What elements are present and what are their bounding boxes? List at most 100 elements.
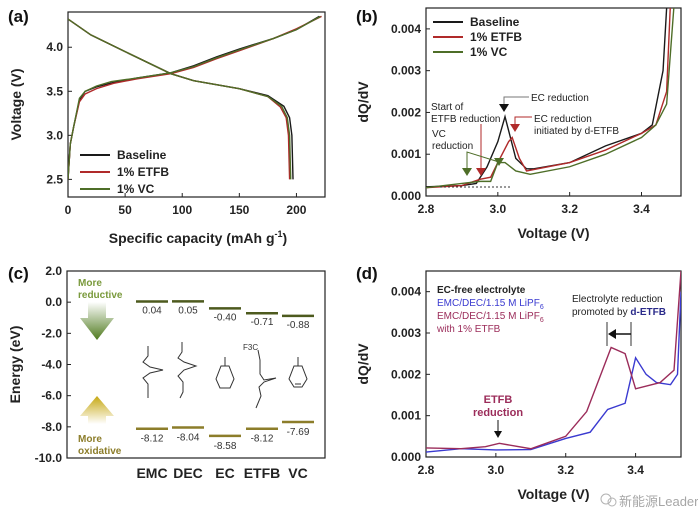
x-tick-label: 3.4 (633, 202, 650, 216)
y-tick-label: 0.004 (391, 22, 421, 36)
category-label-etfb: ETFB (244, 465, 281, 481)
series-line-baseline (426, 8, 668, 188)
x-tick-label: 0 (65, 203, 72, 217)
legend-title-d: EC-free electrolyte (437, 285, 526, 296)
x-tick-label: 3.2 (557, 463, 574, 477)
annotation-reduction: reduction (432, 141, 473, 152)
y-tick-label: 0.003 (391, 326, 421, 340)
x-tick-label: 2.8 (418, 202, 435, 216)
series-line-1-vc (426, 8, 675, 189)
chart-d: 0.000 0.001 0.002 0.003 0.004 2.8 3.0 3.2 3.4 dQ/… (355, 270, 682, 502)
legend-item-with-etfb: with 1% ETFB (436, 324, 501, 335)
annotation-promoted-by: promoted by d-ETFB (572, 307, 666, 318)
wechat-icon (600, 493, 612, 505)
x-axis-label: Voltage (V) (517, 486, 589, 502)
f3c-label: F3C (243, 343, 258, 352)
y-axis-label: dQ/dV (355, 81, 371, 123)
y-tick-label: 2.5 (46, 172, 63, 186)
molecule-etfb (255, 349, 277, 409)
molecule-vc (288, 365, 308, 388)
molecule-dec (177, 342, 198, 399)
y-axis-label: dQ/dV (355, 343, 371, 385)
triangle-marker-green (462, 168, 472, 176)
y-tick-label: -6.0 (41, 389, 62, 403)
panel-label-b: (b) (356, 7, 378, 26)
legend-item-emc-dec: EMC/DEC/1.15 M LiPF6 (437, 298, 544, 311)
y-tick-label: 0.004 (391, 285, 421, 299)
annotation-etfb: ETFB (484, 394, 513, 406)
legend-label: Baseline (117, 148, 167, 162)
x-tick-label: 2.8 (418, 463, 435, 477)
series-line-1-vc (68, 15, 321, 180)
y-tick-label: 0.002 (391, 367, 421, 381)
y-tick-label: 0.001 (391, 409, 421, 423)
x-axis-label: Voltage (V) (517, 225, 589, 241)
xlabel-a: Specific capacity (mAh g-1) (109, 229, 287, 246)
label-more-oxidative-2: oxidative (78, 446, 122, 457)
leader-line (503, 96, 529, 104)
annotations-d: EC-free electrolyte EMC/DEC/1.15 M LiPF6… (436, 285, 666, 438)
annotation-etfb-reduction: ETFB reduction (431, 114, 500, 125)
x-tick-label: 100 (172, 203, 192, 217)
label-more-oxidative-1: More (78, 434, 102, 445)
series-line-emc-dec-1-15-m-lipf6-with-1-etfb (426, 271, 681, 450)
annotation-vc: VC (432, 129, 446, 140)
lumo-value-label: -0.40 (214, 312, 237, 323)
annotation-start-of: Start of (431, 102, 463, 113)
legend-label: Baseline (470, 15, 520, 29)
panel-label-a: (a) (8, 7, 29, 26)
annotation-reduction-d: reduction (473, 407, 523, 419)
legend-item-emc-dec-etfb: EMC/DEC/1.15 M LiPF6 (437, 311, 544, 324)
lumo-value-label: 0.04 (142, 306, 162, 317)
y-tick-label: 0.002 (391, 105, 421, 119)
triangle-marker-red (510, 124, 520, 132)
y-tick-label: 3.0 (46, 128, 63, 142)
y-tick-label: -8.0 (41, 420, 62, 434)
molecule-emc (142, 346, 164, 398)
chart-c: -10.0 -8.0 -6.0 -4.0 -2.0 0.0 2.0 Energy (eV) 0.… (7, 264, 326, 481)
y-tick-label: 0.003 (391, 64, 421, 78)
homo-value-label: -8.12 (141, 434, 164, 445)
y-tick-label: 4.0 (46, 40, 63, 54)
triangle-marker-green (494, 158, 504, 166)
lumo-value-label: -0.71 (251, 317, 274, 328)
arrow-down-icon (494, 431, 502, 438)
x-tick-label: 3.2 (561, 202, 578, 216)
lumo-value-label: -0.88 (287, 320, 310, 331)
homo-value-label: -8.04 (177, 432, 200, 443)
x-tick-label: 200 (286, 203, 306, 217)
triangle-marker-black (499, 104, 509, 112)
lumo-value-label: 0.05 (178, 305, 198, 316)
y-tick-label: -10.0 (35, 451, 63, 465)
annotations-c: More reductive More oxidative F3C (78, 278, 308, 457)
category-label-vc: VC (288, 465, 307, 481)
legend-label: 1% VC (470, 45, 508, 59)
homo-value-label: -8.58 (214, 441, 237, 452)
panel-label-c: (c) (8, 264, 29, 283)
label-more-reductive-2: reductive (78, 290, 123, 301)
category-label-dec: DEC (173, 465, 203, 481)
plot-frame (425, 270, 682, 458)
molecule-structures (142, 342, 308, 409)
legend-label: 1% ETFB (117, 165, 169, 179)
y-axis-label: Energy (eV) (7, 326, 23, 404)
triangle-marker-red (476, 168, 486, 176)
annotation-initiated-by: initiated by d-ETFB (534, 126, 619, 137)
x-tick-label: 50 (118, 203, 132, 217)
chart-a: 2.5 3.0 3.5 4.0 0 50 100 150 200 Voltage (V) Basel… (8, 11, 326, 217)
label-more-reductive-1: More (78, 278, 102, 289)
y-tick-label: 2.0 (45, 264, 62, 278)
y-tick-label: 0.000 (391, 189, 421, 203)
leader-line (466, 151, 500, 168)
series-line-1-vc (68, 18, 292, 180)
y-axis-label: Voltage (V) (8, 68, 24, 140)
category-label-emc: EMC (136, 465, 167, 481)
watermark: 新能源Leader (600, 493, 698, 509)
series-line-emc-dec-1-15-m-lipf6 (426, 291, 681, 453)
annotations-b: EC reduction Start of ETFB reduction EC … (431, 93, 619, 188)
homo-value-label: -8.12 (251, 434, 274, 445)
arrow-down-icon (80, 302, 114, 340)
chart-b: 0.000 0.001 0.002 0.003 0.004 2.8 3.0 3.2 3.4 dQ/… (355, 7, 682, 241)
homo-value-label: -7.69 (287, 427, 310, 438)
y-tick-label: 0.0 (45, 295, 62, 309)
